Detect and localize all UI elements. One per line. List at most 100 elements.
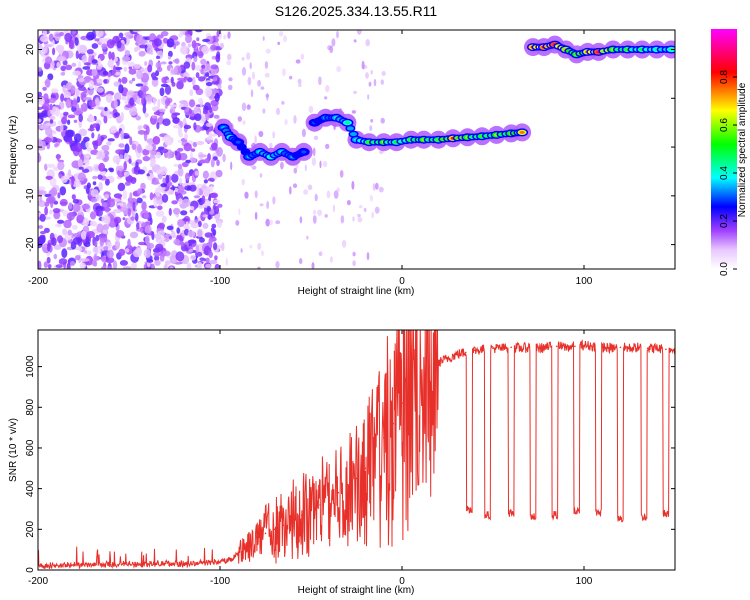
- noise-blob: [65, 98, 71, 109]
- noise-blob: [86, 231, 95, 239]
- noise-blob: [161, 215, 167, 223]
- noise-blob: [63, 219, 72, 229]
- noise-blob: [68, 202, 73, 210]
- spectrogram-y-label: Frequency (Hz): [8, 116, 19, 185]
- noise-blob: [143, 212, 149, 219]
- noise-blob: [179, 30, 184, 36]
- noise-blob: [212, 76, 217, 82]
- snr-point: [246, 546, 249, 549]
- noise-blob: [63, 111, 69, 116]
- noise-blob: [62, 210, 69, 217]
- y-tick-label: 200: [25, 521, 36, 538]
- noise-blob: [174, 58, 180, 64]
- noise-blob: [87, 116, 95, 123]
- noise-blob: [257, 266, 261, 269]
- noise-blob: [111, 51, 115, 61]
- noise-blob: [64, 32, 73, 42]
- noise-blob: [155, 151, 162, 159]
- snr-x-label: Height of straight line (km): [298, 585, 415, 596]
- noise-blob: [96, 78, 103, 84]
- noise-blob: [130, 263, 136, 269]
- noise-blob: [352, 251, 356, 257]
- noise-blob: [217, 84, 222, 89]
- noise-blob: [365, 39, 371, 47]
- noise-blob: [153, 252, 162, 257]
- noise-blob: [206, 206, 211, 212]
- noise-blob: [329, 45, 334, 54]
- noise-blob: [112, 260, 118, 269]
- noise-blob: [59, 186, 67, 196]
- noise-blob: [66, 212, 75, 221]
- noise-blob: [299, 216, 303, 224]
- noise-blob: [80, 258, 90, 262]
- snr-point: [237, 552, 239, 555]
- snr-x-axis: -200 -100 0 100: [28, 330, 593, 587]
- colorbar-tick-label: 0.6: [719, 118, 730, 132]
- noise-blob: [189, 220, 196, 225]
- noise-blob: [166, 38, 175, 48]
- noise-blob: [105, 93, 113, 103]
- noise-blob: [189, 99, 195, 108]
- noise-blob: [213, 242, 218, 251]
- noise-blob: [120, 130, 124, 140]
- noise-blob: [295, 59, 301, 64]
- noise-blob: [127, 91, 135, 96]
- snr-point: [273, 528, 276, 531]
- noise-blob: [195, 72, 200, 79]
- noise-blob: [65, 82, 71, 90]
- noise-blob: [179, 152, 188, 161]
- snr-point: [519, 347, 522, 350]
- noise-blob: [373, 78, 377, 87]
- snr-point: [492, 347, 494, 350]
- noise-blob: [300, 53, 305, 60]
- noise-blob: [161, 76, 169, 84]
- noise-blob: [83, 62, 91, 66]
- noise-blob: [55, 44, 65, 53]
- noise-blob: [180, 210, 188, 216]
- noise-blob: [50, 187, 58, 197]
- noise-blob: [153, 115, 158, 120]
- noise-blob: [82, 217, 90, 227]
- noise-blob: [367, 94, 370, 100]
- snr-point: [510, 346, 512, 349]
- noise-blob: [131, 77, 136, 82]
- noise-blob: [164, 139, 173, 146]
- noise-blob: [197, 220, 202, 228]
- noise-blob: [142, 195, 147, 199]
- noise-blob: [185, 172, 190, 181]
- noise-blob: [52, 47, 56, 56]
- noise-blob: [139, 39, 148, 44]
- noise-blob: [51, 237, 57, 247]
- noise-blob: [200, 58, 207, 65]
- noise-blob: [127, 238, 131, 249]
- noise-blob: [144, 113, 149, 118]
- snr-dropout-point: [510, 512, 512, 514]
- noise-blob: [204, 232, 213, 238]
- snr-point: [464, 351, 467, 354]
- noise-blob: [312, 209, 317, 215]
- noise-blob: [325, 143, 330, 150]
- noise-blob: [333, 190, 339, 199]
- colorbar-tick-label: 0.0: [719, 262, 730, 276]
- noise-blob: [96, 156, 101, 160]
- noise-blob: [144, 225, 152, 234]
- noise-blob: [174, 187, 178, 193]
- snr-dropout-point: [643, 516, 645, 518]
- noise-blob: [132, 30, 142, 33]
- noise-blob: [324, 96, 328, 100]
- noise-blob: [216, 147, 223, 157]
- noise-blob: [145, 125, 150, 135]
- noise-blob: [86, 250, 92, 256]
- noise-blob: [212, 156, 218, 161]
- noise-blob: [160, 30, 169, 37]
- snr-point: [419, 376, 422, 378]
- noise-blob: [247, 76, 252, 86]
- snr-point: [483, 348, 485, 351]
- snr-line-layer: [38, 330, 675, 570]
- noise-blob: [44, 206, 48, 216]
- snr-point: [665, 348, 667, 351]
- noise-blob: [157, 66, 163, 73]
- noise-blob: [203, 258, 207, 262]
- noise-blob: [53, 210, 61, 220]
- noise-blob: [133, 93, 138, 102]
